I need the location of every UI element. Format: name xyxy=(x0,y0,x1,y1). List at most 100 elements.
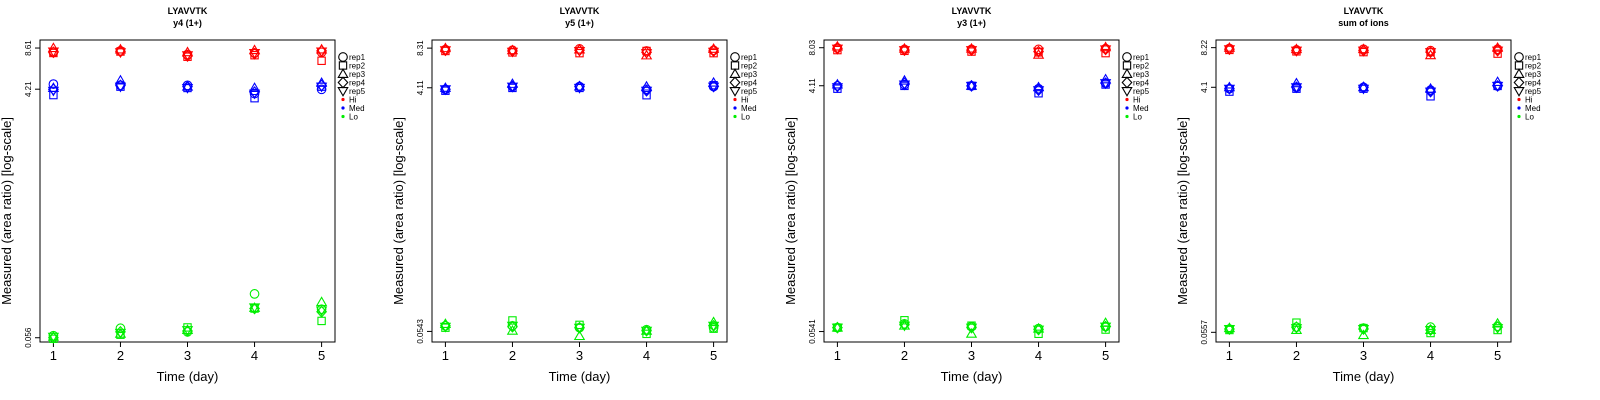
data-point-lo-rep5 xyxy=(248,303,261,314)
legend-marker xyxy=(1122,61,1132,70)
data-point-hi-rep5 xyxy=(965,46,978,56)
data-point-med-rep3 xyxy=(248,82,261,92)
legend-marker xyxy=(337,68,349,78)
x-tick-label: 4 xyxy=(1035,348,1042,363)
data-point-lo-rep5 xyxy=(965,323,978,334)
data-point-med-rep2 xyxy=(1225,87,1234,96)
legend-marker xyxy=(733,97,737,102)
y-tick-label: 8.31 xyxy=(416,40,425,56)
data-point-med-rep5 xyxy=(573,83,586,94)
data-point-hi-rep5 xyxy=(315,47,328,58)
y-tick-label: 0.0557 xyxy=(1200,320,1209,345)
x-axis-label: Time (day) xyxy=(549,369,611,384)
data-point-lo-rep5 xyxy=(439,322,452,333)
chart-subtitle: y5 (1+) xyxy=(565,18,594,28)
data-point-med-rep3 xyxy=(1491,76,1504,86)
data-point-med-rep5 xyxy=(1223,84,1236,95)
legend-marker xyxy=(337,87,349,97)
x-tick-label: 2 xyxy=(509,348,516,363)
data-point-med-rep5 xyxy=(831,83,844,94)
legend-label: rep1 xyxy=(1525,53,1542,62)
data-point-hi-rep2 xyxy=(317,56,326,65)
data-point-hi-rep5 xyxy=(439,46,452,57)
x-tick-label: 3 xyxy=(1360,348,1367,363)
data-point-med-rep5 xyxy=(248,89,261,100)
data-point-med-rep5 xyxy=(114,82,127,93)
x-tick-label: 1 xyxy=(1226,348,1233,363)
legend-label: rep3 xyxy=(349,70,366,79)
data-point-med-rep5 xyxy=(315,82,328,93)
x-tick-label: 5 xyxy=(1102,348,1109,363)
data-point-hi-rep3 xyxy=(573,43,586,54)
legend-marker xyxy=(730,61,740,70)
data-point-lo-rep5 xyxy=(1491,324,1504,334)
data-point-hi-rep5 xyxy=(1032,47,1045,58)
data-point-med-rep5 xyxy=(640,86,653,97)
x-tick-label: 2 xyxy=(117,348,124,363)
data-point-lo-rep5 xyxy=(181,326,194,336)
chart-subtitle: y4 (1+) xyxy=(173,18,202,28)
legend-marker xyxy=(1513,87,1525,97)
data-point-med-rep3 xyxy=(181,80,194,91)
legend-label: rep1 xyxy=(741,53,758,62)
data-point-lo-rep2 xyxy=(508,316,517,325)
legend-label: Med xyxy=(1133,104,1149,113)
data-point-med-rep3 xyxy=(1099,73,1112,84)
x-tick-label: 5 xyxy=(1494,348,1501,363)
legend-label: rep2 xyxy=(741,62,758,71)
data-point-med-rep3 xyxy=(1290,77,1303,88)
data-point-med-rep1 xyxy=(316,84,327,95)
y-tick-label: 8.61 xyxy=(24,40,33,56)
data-point-med-rep2 xyxy=(642,91,651,100)
data-point-lo-rep5 xyxy=(707,321,720,332)
data-point-med-rep5 xyxy=(1290,83,1303,94)
data-point-med-rep5 xyxy=(965,81,978,92)
legend-marker xyxy=(1121,87,1133,97)
chart-title: LYAVVTK xyxy=(168,6,208,16)
chart-title: LYAVVTK xyxy=(1344,6,1384,16)
y-axis-label: Measured (area ratio) [log-scale] xyxy=(783,117,798,305)
legend-marker xyxy=(337,76,349,89)
data-point-lo-rep5 xyxy=(315,306,328,317)
legend-label: Med xyxy=(1525,104,1541,113)
y-tick-label: 0.0541 xyxy=(808,319,817,344)
data-point-hi-rep5 xyxy=(506,47,519,58)
legend-label: rep3 xyxy=(1525,70,1542,79)
y-tick-label: 4.1 xyxy=(1200,81,1209,93)
legend-marker xyxy=(1517,114,1521,119)
legend-label: Hi xyxy=(1133,96,1141,105)
legend-marker xyxy=(1125,97,1129,102)
data-point-med-rep5 xyxy=(1491,81,1504,92)
data-point-hi-rep2 xyxy=(1101,48,1110,58)
data-point-hi-rep5 xyxy=(248,48,261,59)
data-point-lo-rep5 xyxy=(1032,325,1045,336)
legend-label: Med xyxy=(349,104,365,113)
legend-marker xyxy=(729,68,741,78)
legend-label: rep2 xyxy=(349,62,366,71)
y-tick-label: 4.11 xyxy=(808,78,817,94)
data-point-lo-rep5 xyxy=(1223,325,1236,335)
data-point-lo-rep5 xyxy=(114,328,127,339)
x-tick-label: 3 xyxy=(968,348,975,363)
legend-label: rep5 xyxy=(1525,87,1542,96)
data-point-med-rep1 xyxy=(48,79,59,89)
chart-panel-4: LYAVVTK sum of ions 1 2 3 4 5 0.0557 4.1 8.22 Time… xyxy=(1175,6,1542,384)
legend-label: Lo xyxy=(1133,113,1142,122)
data-point-lo-rep3 xyxy=(181,324,194,335)
chart-subtitle: sum of ions xyxy=(1338,18,1389,28)
legend-label: rep5 xyxy=(741,87,758,96)
chart-panel-3: LYAVVTK y3 (1+) 1 2 3 4 5 0.0541 4.11 8.03 Time (d… xyxy=(783,6,1150,384)
x-tick-label: 4 xyxy=(1427,348,1434,363)
legend-marker xyxy=(1513,76,1525,89)
plot-frame xyxy=(431,39,728,343)
plot-frame xyxy=(823,39,1120,343)
data-point-lo-rep3 xyxy=(1357,329,1370,340)
data-point-lo-rep5 xyxy=(573,323,586,334)
data-point-lo-rep5 xyxy=(1424,326,1437,336)
legend-label: Hi xyxy=(741,96,749,105)
data-point-med-rep5 xyxy=(1099,79,1112,90)
data-point-med-rep5 xyxy=(707,82,720,93)
legend-label: rep4 xyxy=(741,79,758,88)
x-tick-label: 1 xyxy=(834,348,841,363)
